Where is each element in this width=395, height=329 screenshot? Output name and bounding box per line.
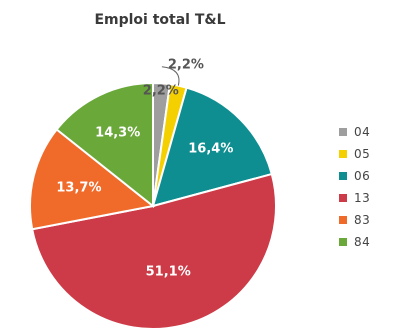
legend-swatch-84 — [339, 238, 347, 246]
slice-label-05: 2,2% — [168, 57, 204, 72]
legend-label-05: 05 — [354, 147, 370, 161]
legend-label-83: 83 — [354, 213, 370, 227]
legend-label-04: 04 — [354, 125, 370, 139]
legend-item-83: 83 — [339, 213, 370, 227]
chart-title: Emploi total T&L — [94, 12, 225, 28]
legend-item-04: 04 — [339, 125, 370, 139]
legend-swatch-04 — [339, 128, 347, 136]
legend-swatch-05 — [339, 150, 347, 158]
legend-swatch-83 — [339, 216, 347, 224]
legend-item-84: 84 — [339, 235, 370, 249]
legend-label-84: 84 — [354, 235, 370, 249]
legend-label-13: 13 — [354, 191, 370, 205]
pie-slice-84 — [55, 81, 154, 209]
legend: 04 05 06 13 83 84 — [339, 125, 370, 249]
legend-item-05: 05 — [339, 147, 370, 161]
legend-swatch-06 — [339, 172, 347, 180]
legend-item-06: 06 — [339, 169, 370, 183]
pie-slices — [29, 81, 277, 329]
pie-slice-83 — [29, 128, 156, 231]
slice-label-83: 13,7% — [56, 180, 101, 195]
slice-label-06: 16,4% — [188, 142, 233, 157]
legend-label-06: 06 — [354, 169, 370, 183]
slice-label-04: 2,2% — [143, 84, 179, 99]
pie-slice-06 — [151, 86, 274, 208]
legend-item-13: 13 — [339, 191, 370, 205]
slice-label-84: 14,3% — [95, 125, 140, 140]
slice-label-13: 51,1% — [146, 264, 191, 279]
slice-labels: 2,2% 2,2% 16,4% 51,1% 13,7% 14,3% — [56, 57, 233, 279]
legend-swatch-13 — [339, 194, 347, 202]
pie-slice-13 — [31, 172, 277, 329]
leader-line-05 — [161, 66, 180, 86]
